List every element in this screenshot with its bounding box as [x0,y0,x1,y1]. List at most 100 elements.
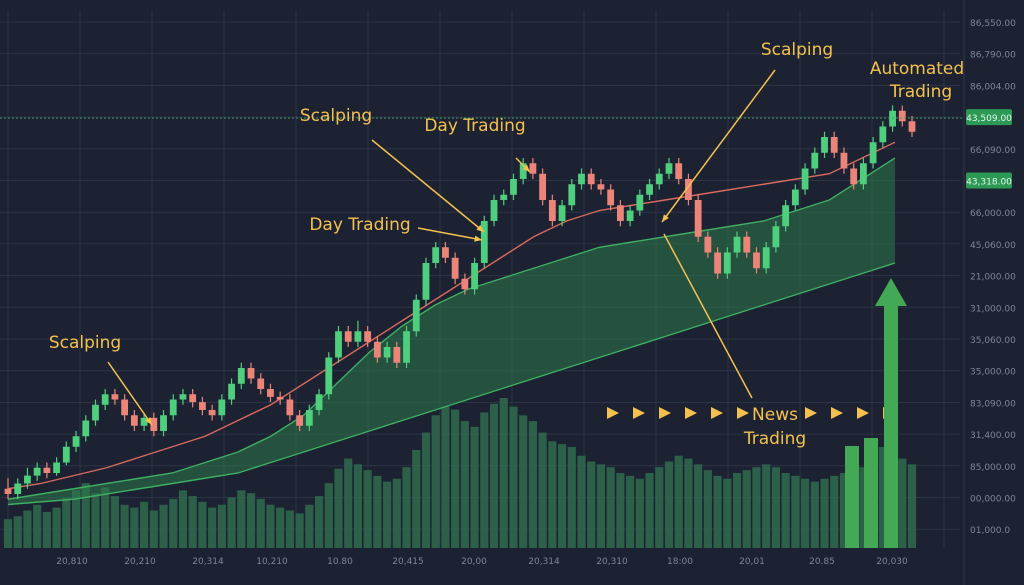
volume-bar [324,483,333,548]
volume-bar [52,507,61,548]
annotation-label: Day Trading [424,116,525,136]
candle-body [568,184,576,206]
candle-body [228,383,235,400]
volume-bar [655,467,664,548]
volume-bar [246,493,256,548]
volume-bar [480,412,489,548]
volume-bar [596,464,606,548]
volume-bar [800,478,810,548]
y-tick-label: 86,004.00 [970,82,1016,92]
volume-bar [645,473,654,548]
volume-bar [752,467,761,548]
candle-body [461,278,469,290]
y-tick-label: 21,000.00 [970,273,1016,283]
volume-bar [635,478,644,548]
candle-body [675,163,683,179]
volume-bar [878,447,887,548]
volume-bar [548,441,557,548]
candle-body [237,368,245,384]
news-marker [737,407,749,419]
candle-body [315,394,323,410]
volume-bar [13,516,22,548]
ma-band-fill [8,158,895,505]
volume-bar [489,403,499,548]
x-tick-label: 20,314 [192,557,224,567]
ma-line-bottom [7,262,896,506]
candle-body [490,200,498,221]
volume-bar [441,406,450,548]
annotation-label: News [752,405,798,425]
volume-bar [110,496,120,548]
candle-body [412,299,420,332]
y-tick-label: 35,000.00 [970,368,1016,378]
volume-bar [421,432,431,548]
volume-bar [392,478,401,548]
y-tick-label: 45,060.00 [970,241,1016,251]
candle-body [821,137,828,153]
annotations: Scalping Day Trading Day Trading Scalping Sc… [49,40,964,449]
volume-bar [373,475,382,548]
candle-body [62,446,70,463]
annotation-arrow [663,233,753,399]
candle-body [130,415,138,426]
candle-body [587,173,595,185]
candle-body [548,200,556,221]
volume-bar [830,475,839,548]
volume-bar [353,464,363,548]
volume-bar [577,455,586,548]
candle-body [685,179,692,200]
volume-bar [305,504,314,548]
volume-bar [810,481,819,548]
annotation-arrowhead [522,164,530,172]
volume-bar [402,467,411,548]
x-tick-label: 20,210 [124,557,156,567]
volume-bar [314,496,324,548]
volume-bar [713,475,722,548]
volume-bar [256,498,265,548]
volume-bar [81,483,90,548]
volume-bar [276,507,285,548]
volume-bar [431,415,440,548]
volume-bar [120,504,129,548]
y-tick-label: 85,000.00 [970,463,1016,473]
highlight-volume-bar [845,446,859,548]
volume-bar [898,458,907,548]
volume-bar [295,513,304,548]
volume-bar [509,406,518,548]
candle-body [665,163,673,174]
volume-bars [3,398,917,548]
candle-body [850,168,858,185]
volume-bar [820,478,829,548]
y-tick-label: 31,400.00 [970,431,1016,441]
x-axis: 20,810 20,210 20,314 10,210 10.80 20,415 20,00… [56,557,908,567]
candle-body [723,252,731,274]
candle-body [53,462,61,473]
volume-bar [178,490,188,548]
candle-body [451,257,459,279]
annotation-arrow [417,227,483,241]
candle-body [92,404,99,421]
candle-body [772,226,780,248]
candle-body [364,331,372,342]
x-tick-label: 20,01 [739,557,765,567]
x-tick-label: 20,415 [392,557,424,567]
candle-body [898,110,906,122]
candle-body [801,168,809,190]
candle-body [33,467,41,476]
volume-bar [781,473,790,548]
ma-line-red [7,141,896,490]
volume-bar [839,473,849,548]
y-tick-label: 66,090.00 [970,146,1016,156]
volume-bar [684,458,693,548]
x-tick-label: 18:00 [667,557,693,567]
candle-body [607,189,615,206]
candle-body [393,347,401,363]
volume-bar [616,473,625,548]
candle-body [743,236,751,253]
candle-body [422,263,430,300]
x-tick-label: 20,310 [596,557,628,567]
price-tag [966,109,1012,126]
candle-body [626,210,634,221]
y-tick-label: 83,090.00 [970,399,1016,409]
